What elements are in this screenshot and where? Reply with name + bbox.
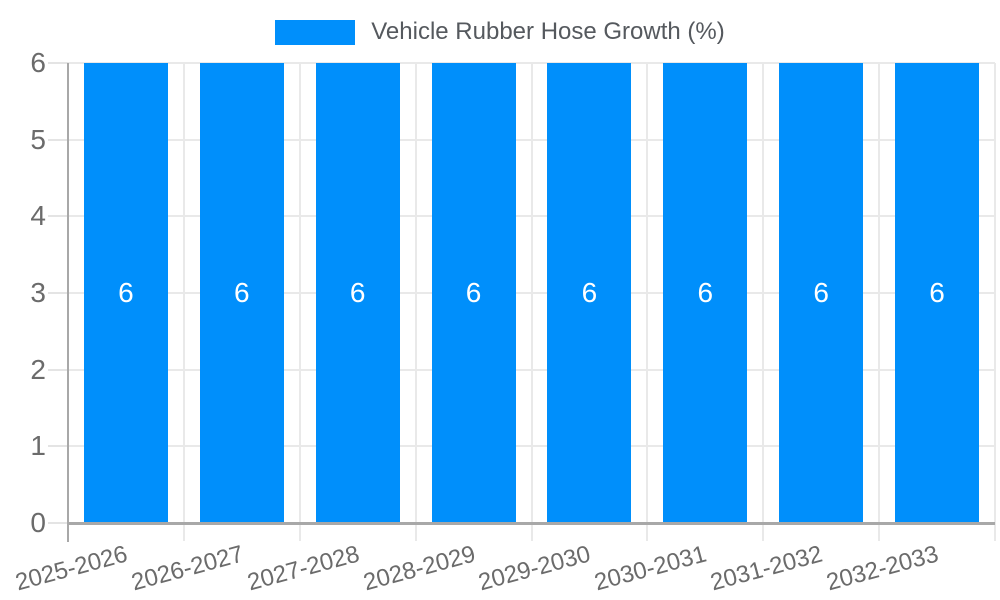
- gridline-vertical: [414, 63, 417, 541]
- x-axis-line: [67, 522, 995, 525]
- bar-value-label: 6: [118, 277, 134, 308]
- x-axis-label: 2028-2029: [360, 540, 478, 597]
- y-axis-line: [67, 63, 69, 542]
- y-axis-tick: [48, 215, 68, 218]
- bar-value-label: 6: [697, 277, 714, 308]
- bar: 6: [663, 63, 748, 523]
- y-axis-label: 6: [30, 47, 46, 78]
- y-axis-tick: [48, 522, 68, 524]
- bar-value-label: 6: [465, 277, 482, 308]
- bar: 6: [83, 63, 168, 523]
- bar-value-label: 6: [581, 277, 598, 308]
- gridline-vertical: [530, 63, 533, 541]
- y-axis-label: 0: [30, 507, 46, 538]
- gridline-vertical: [298, 63, 301, 541]
- bar: 6: [431, 63, 516, 523]
- gridline-vertical: [994, 63, 996, 541]
- x-axis-label: 2031-2032: [707, 540, 826, 597]
- bar: 6: [895, 63, 980, 523]
- y-axis-label: 1: [30, 430, 46, 462]
- x-axis-label: 2029-2030: [475, 540, 594, 597]
- y-axis-tick: [48, 62, 68, 64]
- bar-value-label: 6: [929, 277, 945, 308]
- x-axis-label: 2026-2027: [128, 540, 247, 597]
- x-axis-label: 2032-2033: [823, 540, 942, 597]
- bar: 6: [199, 63, 284, 523]
- bar-value-label: 6: [813, 277, 829, 308]
- y-axis-label: 5: [30, 123, 46, 155]
- x-axis-label: 2027-2028: [244, 540, 363, 597]
- x-axis-label: 2025-2026: [12, 540, 131, 597]
- bar-value-label: 6: [349, 277, 366, 308]
- y-axis-tick: [48, 445, 68, 448]
- gridline-vertical: [646, 63, 649, 541]
- legend-swatch: [275, 19, 356, 45]
- gridline-vertical: [762, 63, 765, 541]
- bar: 6: [315, 63, 400, 523]
- gridline-vertical: [878, 63, 881, 541]
- y-axis-label: 2: [30, 353, 46, 385]
- bar-value-label: 6: [234, 277, 250, 308]
- gridline-vertical: [182, 63, 185, 541]
- legend[interactable]: Vehicle Rubber Hose Growth (%): [0, 16, 1000, 48]
- legend-label: Vehicle Rubber Hose Growth (%): [371, 18, 725, 45]
- bar: 6: [779, 63, 864, 523]
- y-axis-tick: [48, 138, 68, 141]
- y-axis-tick: [48, 292, 68, 294]
- x-axis-label: 2030-2031: [591, 540, 710, 597]
- bar: 6: [547, 63, 632, 523]
- y-axis-tick: [48, 368, 68, 371]
- y-axis-label: 4: [30, 200, 46, 232]
- y-axis-label: 3: [30, 277, 46, 308]
